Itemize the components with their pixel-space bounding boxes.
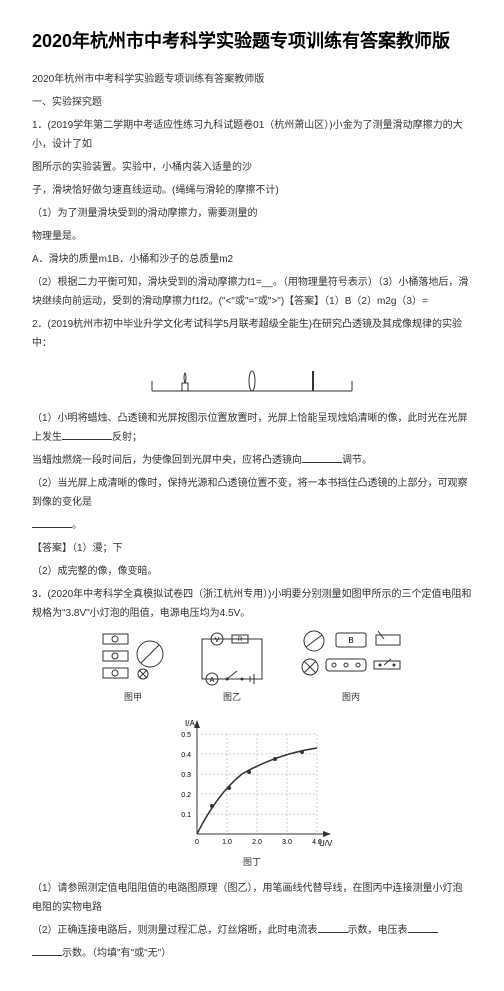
svg-text:1.0: 1.0 [222,839,232,846]
q3-line: （1）请参照测定值电阻阻值的电路图原理（图乙），用笔画线代替导线，在图丙中连接测… [32,879,472,917]
q2-line: （1）小明将蜡烛、凸透镜和光屏按图示位置放置时，光屏上恰能呈现烛焰清晰的像，此时… [32,409,472,447]
svg-text:I/A: I/A [185,719,195,728]
svg-text:A: A [210,677,215,684]
svg-text:0: 0 [195,839,199,846]
svg-text:R: R [238,637,243,643]
fig-label: 图丁 [32,854,472,871]
q3-line: （2）正确连接电路后，则测量过程汇总，灯丝熔断，此时电流表示数，电压表 [32,921,472,940]
q1-line: 物理量是。 [32,227,472,246]
circuit-figures: 图甲 V R A 图乙 B [32,629,472,706]
svg-text:0.4: 0.4 [181,752,191,759]
q3-line: 3．(2020年中考科学全真模拟试卷四（浙江杭州专用）)小明要分别测量如图甲所示… [32,585,472,623]
iv-chart: 0.1 0.2 0.3 0.4 0.5 0 1.0 2.0 3.0 4.0 I/… [32,714,472,871]
q1-line: （1）为了测量滑块受到的滑动摩擦力，需要测量的 [32,204,472,223]
svg-text:V: V [215,637,220,644]
q2-line: 。 [32,516,472,535]
q1-line: 图所示的实验装置。实验中，小桶内装入适量的沙 [32,158,472,177]
svg-text:0.1: 0.1 [181,812,191,819]
svg-text:0.2: 0.2 [181,792,191,799]
q3-line: 示数。（均填"有"或"无"） [32,944,472,963]
svg-text:U/V: U/V [319,839,333,848]
fig-label: 图乙 [192,689,272,706]
svg-text:2.0: 2.0 [252,839,262,846]
svg-text:B: B [348,636,353,645]
fig-label: 图丙 [296,689,406,706]
q1-line: 1．(2019学年第二学期中考适应性练习九科试题卷01（杭州萧山区）)小金为了测… [32,116,472,154]
fig-label: 图甲 [98,689,168,706]
q2-answer: （2）成完整的像，像变暗。 [32,562,472,581]
q1-line: （2）根据二力平衡可知，滑块受到的滑动摩擦力f1=__。（用物理量符号表示）（3… [32,273,472,311]
q2-answer: 【答案】（1）漫；下 [32,539,472,558]
section-heading: 一、实验探究题 [32,93,472,112]
page-title: 2020年杭州市中考科学实验题专项训练有答案教师版 [32,24,472,58]
q1-line: 子，滑块恰好做匀速直线运动。(绳绳与滑轮的摩擦不计) [32,181,472,200]
optics-figure [32,361,472,401]
svg-text:0.5: 0.5 [181,732,191,739]
svg-text:3.0: 3.0 [282,839,292,846]
q2-line: 当蜡烛燃烧一段时间后，为使像回到光屏中央，应将凸透镜向调节。 [32,451,472,470]
subtitle: 2020年杭州市中考科学实验题专项训练有答案教师版 [32,70,472,89]
q1-line: A．滑块的质量m1B．小桶和沙子的总质量m2 [32,250,472,269]
q2-line: 2．(2019杭州市初中毕业升学文化考试科学5月联考超级全能生)在研究凸透镜及其… [32,315,472,353]
q2-line: （2）当光屏上成清晰的像时，保持光源和凸透镜位置不变，将一本书挡住凸透镜的上部分… [32,474,472,512]
svg-text:0.3: 0.3 [181,772,191,779]
